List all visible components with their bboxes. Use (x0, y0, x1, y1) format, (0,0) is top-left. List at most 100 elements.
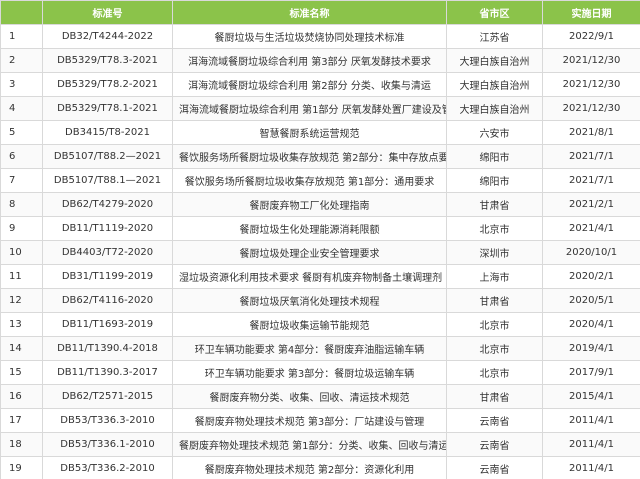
row-index: 17 (0, 408, 43, 433)
table-cell: DB5329/T78.2-2021 (42, 72, 173, 97)
table-cell: 2021/12/30 (542, 48, 640, 73)
table-cell: DB5329/T78.3-2021 (42, 48, 173, 73)
table-cell: 2011/4/1 (542, 456, 640, 479)
table-cell: 上海市 (446, 264, 543, 289)
table-cell: 洱海流域餐厨垃圾综合利用 第3部分 厌氧发酵技术要求 (172, 48, 447, 73)
table-cell: DB53/T336.1-2010 (42, 432, 173, 457)
table-body: 1 DB32/T4244-2022 餐厨垃圾与生活垃圾焚烧协同处理技术标准 江苏省 20… (0, 24, 640, 479)
table-cell: 2020/5/1 (542, 288, 640, 313)
table-cell: 江苏省 (446, 24, 543, 49)
table-cell: 甘肃省 (446, 288, 543, 313)
table-cell: 甘肃省 (446, 192, 543, 217)
table-cell: 2020/2/1 (542, 264, 640, 289)
table-cell: DB62/T4279-2020 (42, 192, 173, 217)
table-cell: 2021/8/1 (542, 120, 640, 145)
table-cell: DB4403/T72-2020 (42, 240, 173, 265)
header-row: 标准号 标准名称 省市区 实施日期 (0, 0, 640, 25)
row-index: 4 (0, 96, 43, 121)
table-row: 4 DB5329/T78.1-2021 洱海流域餐厨垃圾综合利用 第1部分 厌氧发酵… (0, 96, 640, 121)
table-cell: 北京市 (446, 336, 543, 361)
table-cell: 2020/4/1 (542, 312, 640, 337)
header-cell: 标准号 (42, 0, 173, 25)
row-index: 12 (0, 288, 43, 313)
table-row: 3 DB5329/T78.2-2021 洱海流域餐厨垃圾综合利用 第2部分 分类、收… (0, 72, 640, 97)
table-row: 16 DB62/T2571-2015 餐厨废弃物分类、收集、回收、清运技术规范 甘肃省… (0, 384, 640, 409)
table-cell: 餐厨废弃物处理技术规范 第2部分：资源化利用 (172, 456, 447, 479)
table-cell: 六安市 (446, 120, 543, 145)
table-cell: 2011/4/1 (542, 432, 640, 457)
table-cell: DB53/T336.2-2010 (42, 456, 173, 479)
table-cell: 2021/4/1 (542, 216, 640, 241)
row-index: 1 (0, 24, 43, 49)
table-cell: DB5107/T88.1—2021 (42, 168, 173, 193)
row-index: 5 (0, 120, 43, 145)
row-index: 2 (0, 48, 43, 73)
table-cell: 深圳市 (446, 240, 543, 265)
table-cell: 环卫车辆功能要求 第3部分：餐厨垃圾运输车辆 (172, 360, 447, 385)
table-cell: DB32/T4244-2022 (42, 24, 173, 49)
table-row: 18 DB53/T336.1-2010 餐厨废弃物处理技术规范 第1部分：分类、收集… (0, 432, 640, 457)
row-index: 8 (0, 192, 43, 217)
table-row: 2 DB5329/T78.3-2021 洱海流域餐厨垃圾综合利用 第3部分 厌氧发酵… (0, 48, 640, 73)
row-index: 7 (0, 168, 43, 193)
row-index: 14 (0, 336, 43, 361)
header-cell: 省市区 (446, 0, 543, 25)
row-index: 3 (0, 72, 43, 97)
table-row: 11 DB31/T1199-2019 湿垃圾资源化利用技术要求 餐厨有机废弃物制备土… (0, 264, 640, 289)
row-index: 11 (0, 264, 43, 289)
table-cell: 2021/12/30 (542, 72, 640, 97)
table-cell: 大理白族自治州 (446, 48, 543, 73)
table-row: 9 DB11/T1119-2020 餐厨垃圾生化处理能源消耗限额 北京市 2021/4/… (0, 216, 640, 241)
table-row: 1 DB32/T4244-2022 餐厨垃圾与生活垃圾焚烧协同处理技术标准 江苏省 20… (0, 24, 640, 49)
table-cell: DB11/T1119-2020 (42, 216, 173, 241)
table-cell: 餐厨废弃物工厂化处理指南 (172, 192, 447, 217)
table-cell: 2015/4/1 (542, 384, 640, 409)
table-row: 8 DB62/T4279-2020 餐厨废弃物工厂化处理指南 甘肃省 2021/2/1 (0, 192, 640, 217)
table-cell: 2021/12/30 (542, 96, 640, 121)
table-row: 19 DB53/T336.2-2010 餐厨废弃物处理技术规范 第2部分：资源化利用… (0, 456, 640, 479)
row-index: 10 (0, 240, 43, 265)
table-cell: 云南省 (446, 408, 543, 433)
table-cell: DB5107/T88.2—2021 (42, 144, 173, 169)
table-cell: DB31/T1199-2019 (42, 264, 173, 289)
table-cell: 环卫车辆功能要求 第4部分：餐厨废弃油脂运输车辆 (172, 336, 447, 361)
table-row: 13 DB11/T1693-2019 餐厨垃圾收集运输节能规范 北京市 2020/4/1 (0, 312, 640, 337)
table-cell: 洱海流域餐厨垃圾综合利用 第2部分 分类、收集与清运 (172, 72, 447, 97)
table-row: 14 DB11/T1390.4-2018 环卫车辆功能要求 第4部分：餐厨废弃油脂运… (0, 336, 640, 361)
table-cell: 2011/4/1 (542, 408, 640, 433)
row-index: 13 (0, 312, 43, 337)
table-cell: 餐厨废弃物处理技术规范 第3部分：厂站建设与管理 (172, 408, 447, 433)
table-cell: 2017/9/1 (542, 360, 640, 385)
table-cell: 云南省 (446, 456, 543, 479)
table-cell: 2019/4/1 (542, 336, 640, 361)
header-cell: 实施日期 (542, 0, 640, 25)
table-cell: 北京市 (446, 216, 543, 241)
table-cell: 餐厨垃圾处理企业安全管理要求 (172, 240, 447, 265)
table-cell: 湿垃圾资源化利用技术要求 餐厨有机废弃物制备土壤调理剂 (172, 264, 447, 289)
table-cell: 大理白族自治州 (446, 96, 543, 121)
row-index: 6 (0, 144, 43, 169)
table-row: 5 DB3415/T8-2021 智慧餐厨系统运营规范 六安市 2021/8/1 (0, 120, 640, 145)
table-cell: DB5329/T78.1-2021 (42, 96, 173, 121)
row-index: 16 (0, 384, 43, 409)
table-cell: 餐厨垃圾收集运输节能规范 (172, 312, 447, 337)
table-cell: 2020/10/1 (542, 240, 640, 265)
row-index: 15 (0, 360, 43, 385)
table-row: 6 DB5107/T88.2—2021 餐饮服务场所餐厨垃圾收集存放规范 第2部分：… (0, 144, 640, 169)
table-cell: 餐厨废弃物分类、收集、回收、清运技术规范 (172, 384, 447, 409)
table-cell: DB11/T1390.4-2018 (42, 336, 173, 361)
table-cell: 餐饮服务场所餐厨垃圾收集存放规范 第2部分：集中存放点要求 (172, 144, 447, 169)
table-cell: 洱海流域餐厨垃圾综合利用 第1部分 厌氧发酵处置厂建设及管理 (172, 96, 447, 121)
row-index: 9 (0, 216, 43, 241)
table-cell: 北京市 (446, 360, 543, 385)
table-cell: DB53/T336.3-2010 (42, 408, 173, 433)
table-row: 7 DB5107/T88.1—2021 餐饮服务场所餐厨垃圾收集存放规范 第1部分：… (0, 168, 640, 193)
table-cell: 大理白族自治州 (446, 72, 543, 97)
table-cell: 2021/7/1 (542, 144, 640, 169)
table-row: 10 DB4403/T72-2020 餐厨垃圾处理企业安全管理要求 深圳市 2020/1… (0, 240, 640, 265)
table-cell: 绵阳市 (446, 168, 543, 193)
table-cell: DB11/T1693-2019 (42, 312, 173, 337)
table-cell: 餐厨垃圾厌氧消化处理技术规程 (172, 288, 447, 313)
row-index: 19 (0, 456, 43, 479)
